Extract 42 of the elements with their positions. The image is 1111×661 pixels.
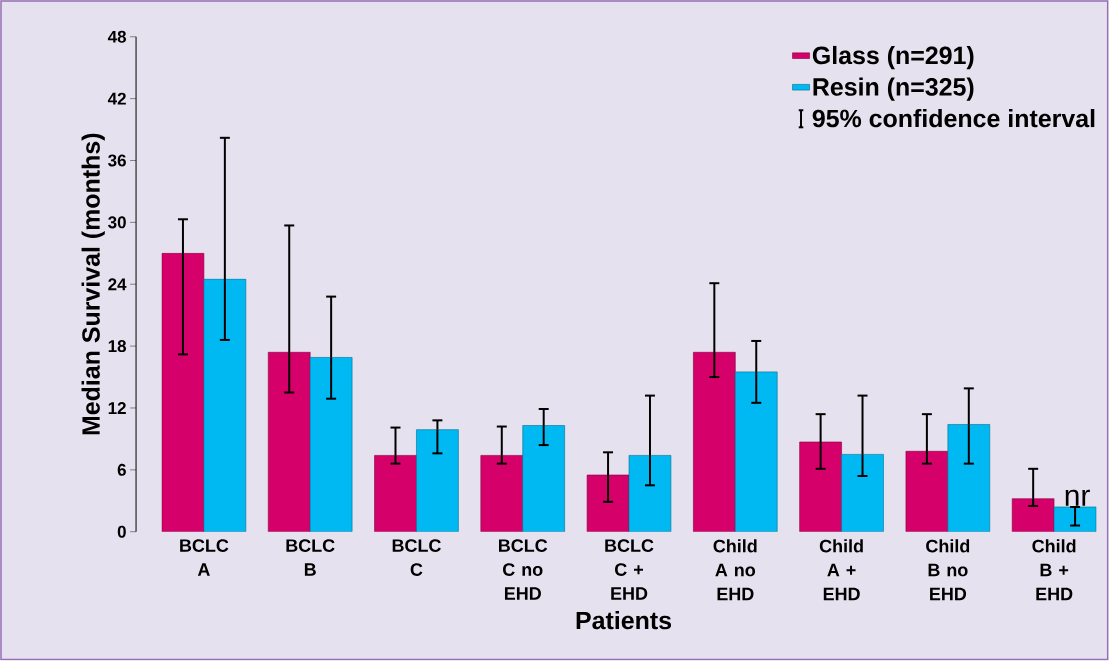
bar (416, 429, 459, 532)
x-tick-label: BCLC C + EHD (605, 539, 654, 600)
y-tick-label: 0 (117, 525, 126, 538)
bar (161, 253, 205, 532)
bar (841, 454, 884, 532)
y-tick-label: 36 (108, 154, 126, 167)
bar (1053, 506, 1097, 532)
bar (905, 451, 949, 532)
x-tick-label: Child B + EHD (1032, 539, 1076, 601)
annotation: 95% confidence interval (812, 109, 1095, 128)
y-tick-label: 6 (117, 464, 126, 477)
x-tick-label: Child A + EHD (819, 539, 863, 601)
y-axis-title: Median Survival (months) (81, 133, 105, 435)
bar (799, 441, 842, 532)
bar (203, 278, 247, 532)
x-tick-label: BCLC A (180, 539, 229, 576)
bar (734, 371, 778, 532)
bar (1011, 498, 1055, 532)
y-tick-label: 48 (107, 30, 127, 43)
bar (947, 424, 991, 532)
y-tick-label: 30 (108, 216, 126, 229)
bar (586, 474, 630, 532)
x-tick-label: BCLC B (286, 539, 335, 576)
bar (480, 455, 524, 532)
y-tick-label: 24 (108, 278, 127, 291)
x-tick-label: Child B no EHD (926, 539, 970, 601)
y-tick-label: 18 (108, 340, 127, 353)
x-axis-title: Patients (576, 611, 672, 630)
x-tick-label: Child A no EHD (713, 539, 757, 601)
y-tick-label: 42 (107, 92, 126, 105)
bar (374, 455, 417, 532)
y-tick-label: 12 (108, 402, 126, 415)
annotation: nr (1065, 489, 1090, 506)
bar (693, 352, 736, 532)
bar (522, 425, 565, 532)
legend-label: Resin (n=325) (813, 77, 974, 101)
x-tick-label: BCLC C (392, 539, 441, 577)
bar (309, 357, 353, 532)
x-tick-label: BCLC C no EHD (499, 539, 548, 600)
bar (267, 352, 311, 532)
bar (628, 455, 672, 532)
legend-label: Glass (n=291) (812, 46, 974, 70)
